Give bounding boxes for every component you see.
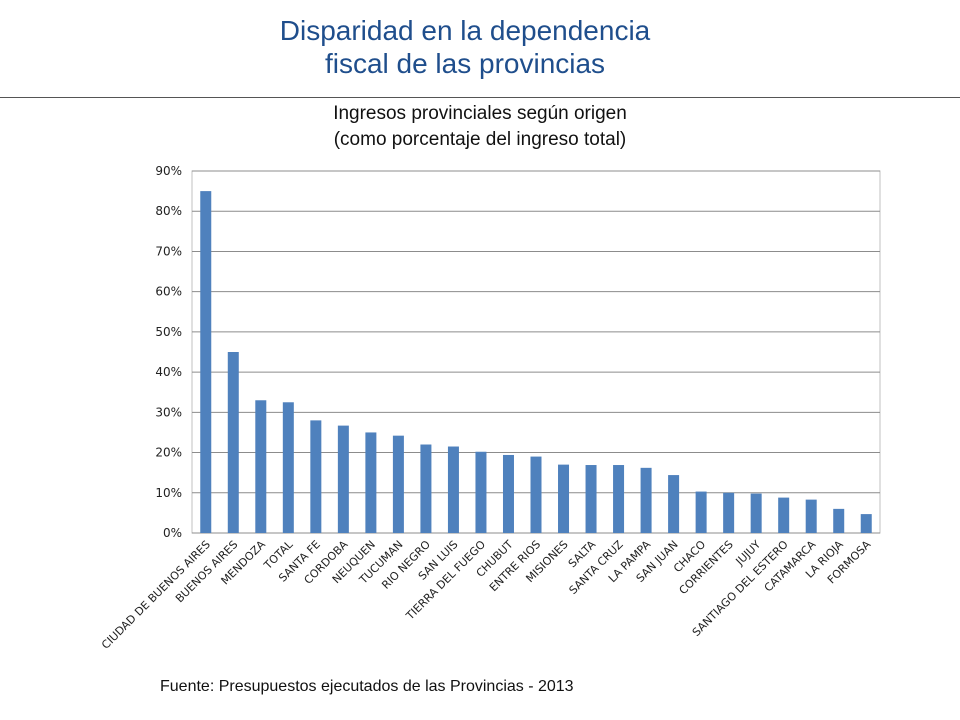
y-tick-label: 60% [155,285,182,299]
y-tick-label: 50% [155,325,182,339]
chart-title-block: Ingresos provinciales según origen (como… [0,101,960,153]
source-note: Fuente: Presupuestos ejecutados de las P… [160,678,574,695]
bar [282,402,294,533]
title-divider [0,97,960,98]
slide-title: Disparidad en la dependencia fiscal de l… [0,14,930,80]
bar [392,435,404,533]
bar [778,497,790,533]
bar [255,400,267,533]
y-tick-label: 40% [155,365,182,379]
y-tick-label: 80% [155,204,182,218]
bar [420,444,432,533]
bar [833,508,845,533]
bar [805,499,817,533]
x-tick-label: CIUDAD DE BUENOS AIRES [99,538,213,652]
bar [613,465,625,533]
bar [502,454,514,533]
bar [365,432,377,533]
chart-subtitle: (como porcentaje del ingreso total) [333,129,627,150]
bar [640,467,652,533]
y-tick-label: 90% [155,164,182,178]
bar [227,352,239,533]
slide-title-line-2: fiscal de las provincias [324,48,606,79]
bar [723,492,735,533]
bar [668,475,680,533]
bar [337,425,349,533]
bar [200,191,212,533]
bar [695,491,707,533]
y-tick-label: 70% [155,244,182,258]
bar [530,456,542,533]
slide-title-line-1: Disparidad en la dependencia [279,15,651,46]
y-tick-label: 30% [155,405,182,419]
bar [558,464,570,533]
y-tick-label: 10% [155,486,182,500]
bar [447,446,459,533]
y-tick-label: 0% [163,526,182,540]
chart-title: Ingresos provinciales según origen [333,103,627,124]
bar [475,451,487,533]
y-tick-label: 20% [155,446,182,460]
bar [310,420,322,533]
bar [585,465,597,533]
bar [750,493,762,533]
bar [860,514,872,533]
